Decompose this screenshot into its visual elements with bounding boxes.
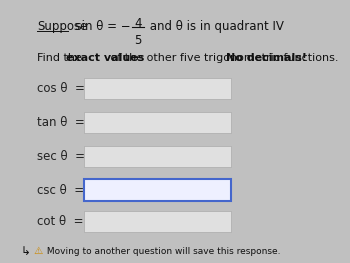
Text: of the other five trigonometric functions.: of the other five trigonometric function… <box>107 53 346 63</box>
Text: Suppose: Suppose <box>37 20 88 33</box>
FancyBboxPatch shape <box>84 179 231 201</box>
Text: and θ is in quadrant IV: and θ is in quadrant IV <box>146 20 284 33</box>
Text: sin θ = −: sin θ = − <box>69 20 131 33</box>
Text: 4: 4 <box>134 17 142 30</box>
Text: sec θ  =: sec θ = <box>37 150 85 163</box>
Text: Moving to another question will save this response.: Moving to another question will save thi… <box>44 247 281 256</box>
Text: csc θ  =: csc θ = <box>37 184 84 196</box>
Text: cos θ  =: cos θ = <box>37 82 85 95</box>
Text: exact values: exact values <box>66 53 145 63</box>
Text: ↳: ↳ <box>21 245 30 258</box>
FancyBboxPatch shape <box>84 112 231 133</box>
Text: tan θ  =: tan θ = <box>37 116 85 129</box>
Text: cot θ  =: cot θ = <box>37 215 84 228</box>
FancyBboxPatch shape <box>84 211 231 232</box>
FancyBboxPatch shape <box>84 78 231 99</box>
Text: No decimals!: No decimals! <box>226 53 307 63</box>
Text: 5: 5 <box>134 34 142 47</box>
Text: Find the: Find the <box>37 53 86 63</box>
FancyBboxPatch shape <box>84 145 231 167</box>
Text: ⚠: ⚠ <box>33 246 42 256</box>
